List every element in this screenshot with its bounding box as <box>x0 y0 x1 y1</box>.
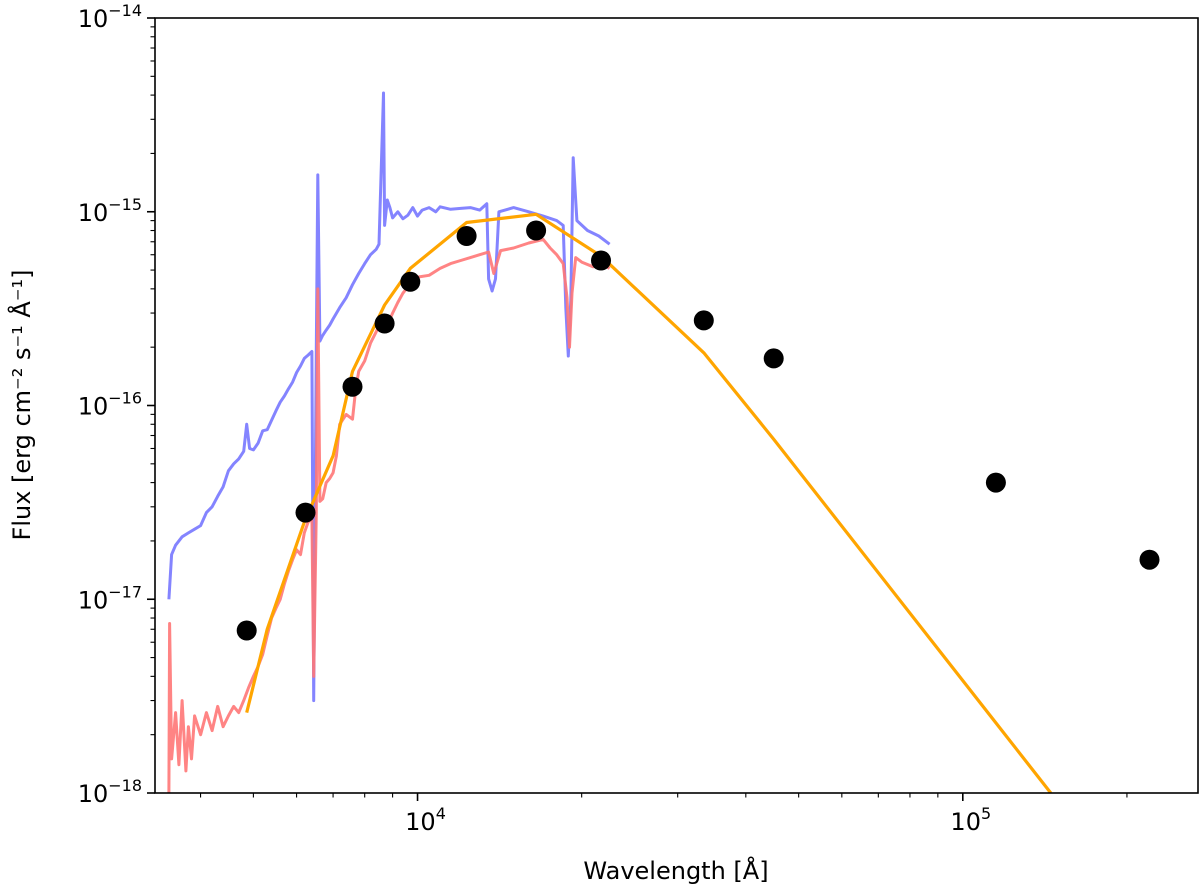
x-tick-label: 104 <box>405 804 446 836</box>
photometry-point <box>591 250 611 271</box>
photometry-point <box>693 310 714 331</box>
tick-labels-layer: 104 105 10−18 10−17 10−16 10−15 10−14 <box>78 1 991 836</box>
photometry-point <box>236 620 257 641</box>
y-tick-label: 10−18 <box>78 776 142 808</box>
photometry-point <box>526 220 547 241</box>
photometry-point <box>1139 549 1160 570</box>
x-tick-label: 105 <box>950 804 991 836</box>
photometry-layer <box>236 220 1160 641</box>
y-axis-label: Flux [erg cm⁻² s⁻¹ Å⁻¹] <box>7 270 36 541</box>
spectrum-line-2 <box>167 237 611 793</box>
x-axis-label: Wavelength [Å] <box>583 856 768 885</box>
photometry-point <box>985 472 1006 493</box>
y-tick-label: 10−14 <box>78 1 142 33</box>
y-tick-label: 10−17 <box>78 582 142 614</box>
photometry-point <box>400 271 421 292</box>
photometry-point <box>763 348 784 369</box>
y-tick-label: 10−15 <box>78 195 142 227</box>
photometry-point <box>295 502 316 523</box>
photometry-point <box>342 376 363 397</box>
y-tick-label: 10−16 <box>78 389 142 421</box>
ticks-layer <box>147 17 1128 801</box>
photometry-point <box>456 226 477 246</box>
photometry-point <box>374 313 395 334</box>
plot-background <box>155 18 1198 793</box>
